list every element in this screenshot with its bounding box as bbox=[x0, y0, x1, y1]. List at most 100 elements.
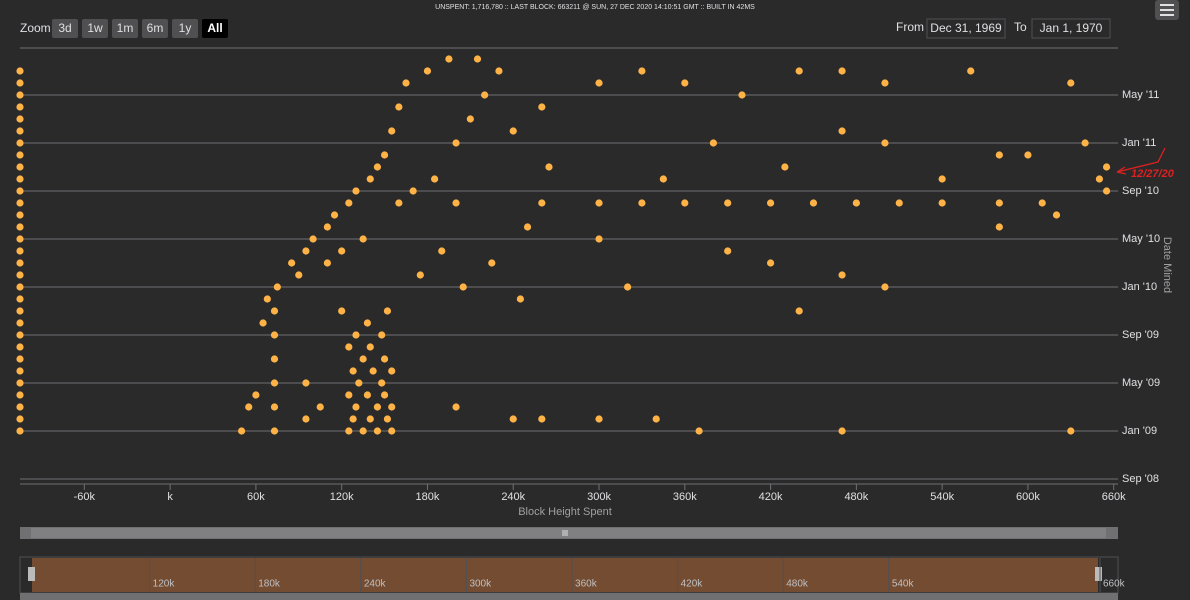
point bbox=[16, 127, 24, 135]
navigator-handle-left[interactable] bbox=[28, 567, 35, 581]
point bbox=[595, 199, 603, 207]
point bbox=[16, 235, 24, 243]
point bbox=[352, 403, 360, 411]
point bbox=[967, 67, 975, 75]
navigator-tick-label: 180k bbox=[258, 579, 281, 590]
zoom-button[interactable] bbox=[112, 19, 138, 38]
y-tick-label: Jan '09 bbox=[1122, 425, 1157, 437]
y-tick-label: Sep '08 bbox=[1122, 473, 1159, 485]
point bbox=[366, 175, 374, 183]
scrollbar-thumb[interactable] bbox=[31, 528, 1106, 538]
point bbox=[1067, 427, 1075, 435]
to-input[interactable] bbox=[1031, 18, 1111, 39]
point bbox=[16, 163, 24, 171]
point bbox=[538, 415, 546, 423]
zoom-button[interactable] bbox=[52, 19, 78, 38]
point bbox=[545, 163, 553, 171]
x-tick-label: 420k bbox=[759, 491, 783, 503]
point bbox=[16, 343, 24, 351]
point bbox=[638, 199, 646, 207]
point bbox=[16, 67, 24, 75]
zoom-button-label: 1w bbox=[87, 21, 103, 35]
navigator-scrollbar[interactable] bbox=[20, 593, 1118, 600]
point bbox=[16, 367, 24, 375]
navigator-tick-label: 540k bbox=[892, 579, 915, 590]
x-tick-label: 360k bbox=[673, 491, 697, 503]
y-tick-label: Sep '09 bbox=[1122, 329, 1159, 341]
navigator-tick-label: 660k bbox=[1103, 579, 1126, 590]
point bbox=[431, 175, 439, 183]
navigator-selection[interactable] bbox=[32, 558, 1098, 592]
navigator-tick-label: 480k bbox=[786, 579, 809, 590]
scrollbar[interactable] bbox=[20, 527, 1118, 539]
point bbox=[16, 103, 24, 111]
point bbox=[488, 259, 496, 267]
point bbox=[16, 403, 24, 411]
point bbox=[338, 247, 346, 255]
point bbox=[1095, 175, 1104, 183]
point bbox=[270, 427, 279, 435]
point bbox=[1081, 139, 1089, 147]
point bbox=[838, 67, 846, 75]
point bbox=[473, 55, 482, 63]
point bbox=[402, 79, 410, 87]
point bbox=[16, 223, 24, 231]
point bbox=[388, 367, 396, 375]
x-tick-label: 60k bbox=[247, 491, 265, 503]
navigator-tick-label: 300k bbox=[469, 579, 492, 590]
point bbox=[16, 307, 24, 315]
y-tick-label: Jan '11 bbox=[1122, 137, 1156, 149]
point bbox=[724, 199, 732, 207]
point bbox=[395, 199, 403, 207]
zoom-button[interactable] bbox=[202, 19, 228, 38]
point bbox=[373, 403, 382, 411]
point bbox=[766, 259, 775, 267]
point bbox=[345, 427, 353, 435]
point bbox=[852, 199, 860, 207]
menu-button[interactable] bbox=[1155, 0, 1179, 20]
point bbox=[838, 271, 846, 279]
point bbox=[652, 415, 660, 423]
point bbox=[245, 403, 253, 411]
point bbox=[938, 199, 946, 207]
menu-icon bbox=[1160, 4, 1174, 16]
point bbox=[16, 379, 24, 387]
point bbox=[16, 187, 24, 195]
zoom-button[interactable] bbox=[82, 19, 108, 38]
from-value: Dec 31, 1969 bbox=[930, 21, 1002, 35]
point bbox=[345, 343, 353, 351]
to-value: Jan 1, 1970 bbox=[1040, 21, 1103, 35]
point bbox=[373, 427, 382, 435]
from-input[interactable] bbox=[926, 18, 1006, 39]
point bbox=[302, 415, 310, 423]
point bbox=[16, 427, 24, 435]
point bbox=[388, 427, 396, 435]
point bbox=[423, 67, 432, 75]
point bbox=[373, 163, 382, 171]
y-tick-label: May '09 bbox=[1122, 377, 1160, 389]
point bbox=[1067, 79, 1075, 87]
zoom-button[interactable] bbox=[142, 19, 168, 38]
point bbox=[416, 271, 424, 279]
point bbox=[16, 259, 24, 267]
x-tick-label: 180k bbox=[416, 491, 440, 503]
navigator-handle-right[interactable] bbox=[1095, 567, 1102, 581]
zoom-button-label: 1m bbox=[117, 21, 134, 35]
point bbox=[1102, 163, 1111, 171]
point bbox=[16, 115, 24, 123]
zoom-button[interactable] bbox=[172, 19, 198, 38]
point bbox=[395, 103, 403, 111]
point bbox=[349, 367, 357, 375]
x-tick-label: 540k bbox=[930, 491, 954, 503]
zoom-label: Zoom bbox=[20, 21, 51, 35]
point bbox=[252, 391, 260, 399]
point bbox=[366, 415, 374, 423]
point bbox=[681, 199, 689, 207]
x-tick-label: k bbox=[167, 491, 173, 503]
point bbox=[295, 271, 303, 279]
point bbox=[16, 295, 24, 303]
point bbox=[881, 283, 889, 291]
point bbox=[16, 199, 24, 207]
point bbox=[523, 223, 532, 231]
